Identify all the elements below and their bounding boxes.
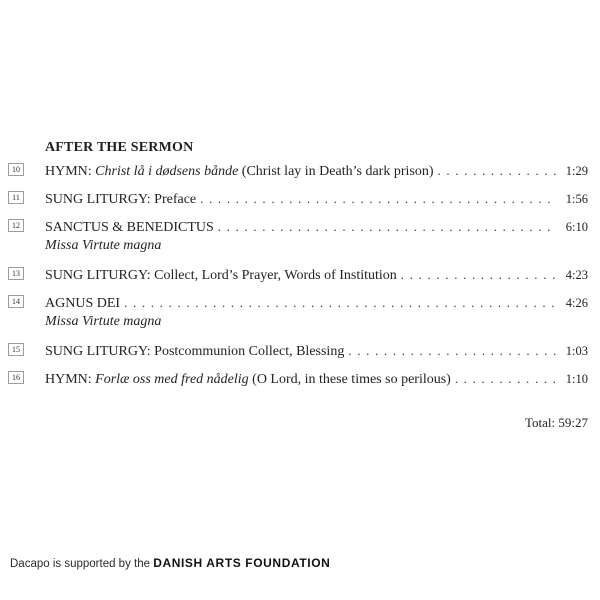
track-title-prefix: SUNG LITURGY: Collect, Lord’s Prayer, Wo… (45, 268, 397, 283)
track-title-prefix: SANCTUS & BENEDICTUS (45, 220, 214, 235)
track-listing: AFTER THE SERMON 10 HYMN: Christ lå i dø… (8, 139, 588, 431)
track-number-box: 12 (8, 219, 24, 232)
track-subtitle-text: Missa Virtute magna (45, 238, 162, 253)
track-title-suffix: (O Lord, in these times so perilous) (248, 372, 451, 387)
track-row-11: 11 SUNG LITURGY: Preface . . . . . . . .… (8, 190, 588, 208)
track-title-italic: Christ lå i dødsens bånde (95, 164, 239, 179)
section-heading: AFTER THE SERMON (45, 140, 194, 155)
track-subtitle-text: Missa Virtute magna (45, 314, 162, 329)
track-row-15: 15 SUNG LITURGY: Postcommunion Collect, … (8, 342, 588, 360)
track-row-10: 10 HYMN: Christ lå i dødsens bånde (Chri… (8, 162, 588, 180)
total-label: Total: (524, 415, 556, 430)
track-number-box: 15 (8, 343, 24, 356)
track-subtitle: Missa Virtute magna (45, 313, 588, 330)
track-title: HYMN: Forlæ oss med fred nådelig (O Lord… (45, 371, 451, 388)
track-title: SUNG LITURGY: Collect, Lord’s Prayer, Wo… (45, 267, 397, 284)
track-subtitle: Missa Virtute magna (45, 237, 588, 254)
track-time: 1:03 (565, 344, 588, 358)
track-title-suffix: (Christ lay in Death’s dark prison) (238, 164, 434, 179)
track-title-italic: Forlæ oss med fred nådelig (95, 372, 249, 387)
track-time: 6:10 (565, 220, 588, 234)
track-number-box: 14 (8, 295, 24, 308)
dot-leader: . . . . . . . . . . . . . . . . . . . . … (217, 219, 556, 234)
track-row-13: 13 SUNG LITURGY: Collect, Lord’s Prayer,… (8, 266, 588, 284)
track-title-prefix: SUNG LITURGY: Preface (45, 192, 197, 207)
dot-leader: . . . . . . . . . . . . . . . . . . . . … (437, 163, 556, 178)
track-time: 1:10 (565, 372, 588, 386)
track-number-box: 11 (8, 191, 24, 204)
track-title-prefix: HYMN: (45, 164, 96, 179)
track-time: 1:56 (565, 192, 588, 206)
track-title: SUNG LITURGY: Postcommunion Collect, Ble… (45, 343, 344, 360)
track-title: SUNG LITURGY: Preface (45, 191, 196, 208)
dot-leader: . . . . . . . . . . . . . . . . . . . . … (400, 267, 556, 282)
track-row-14: 14 AGNUS DEI . . . . . . . . . . . . . .… (8, 294, 588, 312)
track-time: 4:26 (565, 296, 588, 310)
dot-leader: . . . . . . . . . . . . . . . . . . . . … (348, 343, 556, 358)
footer-text: Dacapo is supported by the (10, 558, 154, 570)
track-title: HYMN: Christ lå i dødsens bånde (Christ … (45, 163, 433, 180)
track-number-box: 10 (8, 163, 24, 176)
track-title-prefix: AGNUS DEI (45, 296, 121, 311)
track-number-box: 13 (8, 267, 24, 280)
track-time: 1:29 (565, 164, 588, 178)
track-number-box: 16 (8, 371, 24, 384)
track-row-16: 16 HYMN: Forlæ oss med fred nådelig (O L… (8, 370, 588, 388)
dot-leader: . . . . . . . . . . . . . . . . . . . . … (454, 371, 556, 386)
total-value: 59:27 (558, 415, 588, 430)
footer-brand: DANISH ARTS FOUNDATION (153, 556, 331, 570)
track-title: AGNUS DEI (45, 295, 120, 312)
dot-leader: . . . . . . . . . . . . . . . . . . . . … (200, 191, 556, 206)
track-title-prefix: HYMN: (45, 372, 96, 387)
track-row-12: 12 SANCTUS & BENEDICTUS . . . . . . . . … (8, 218, 588, 236)
total-duration: Total: 59:27 (45, 415, 588, 431)
track-title-prefix: SUNG LITURGY: Postcommunion Collect, Ble… (45, 344, 345, 359)
track-time: 4:23 (565, 268, 588, 282)
dot-leader: . . . . . . . . . . . . . . . . . . . . … (124, 295, 556, 310)
footer-credit: Dacapo is supported by the DANISH ARTS F… (10, 556, 330, 570)
track-title: SANCTUS & BENEDICTUS (45, 219, 214, 236)
